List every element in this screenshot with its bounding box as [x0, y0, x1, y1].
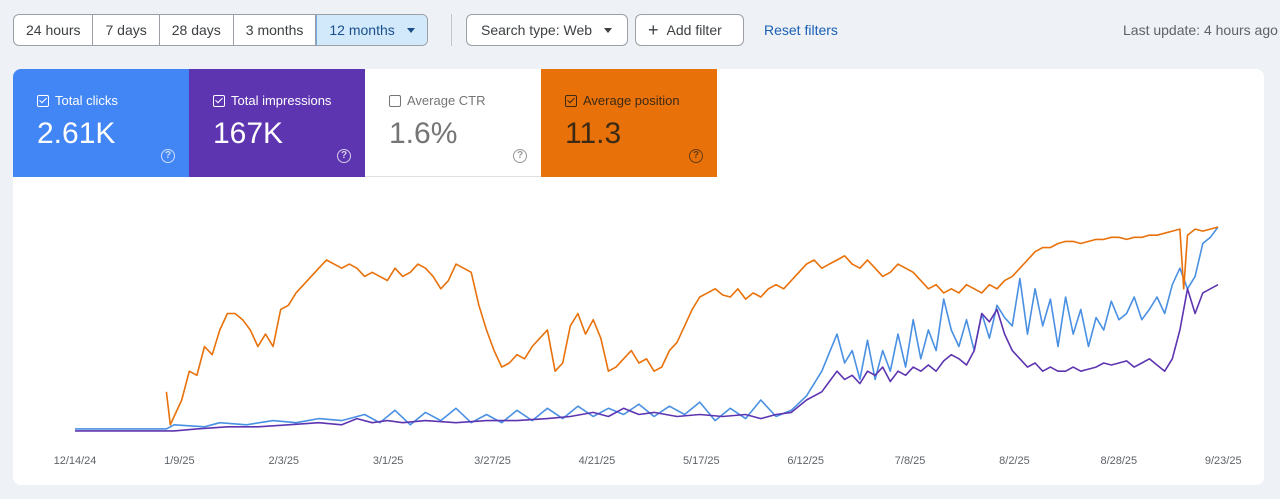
x-tick-label: 8/2/25 [999, 455, 1030, 467]
search-type-label: Search type: Web [481, 22, 593, 38]
toolbar-divider [451, 14, 452, 46]
range-12-months-button[interactable]: 12 months [316, 15, 427, 45]
total-impressions-label: Total impressions [231, 93, 332, 108]
card-label-row: Total clicks [37, 93, 118, 108]
total-clicks-value: 2.61K [37, 117, 116, 150]
help-icon[interactable]: ? [337, 149, 351, 163]
average-ctr-label: Average CTR [407, 93, 486, 108]
help-icon[interactable]: ? [689, 149, 703, 163]
chevron-down-icon [406, 27, 415, 33]
performance-panel: Total clicks 2.61K ? Total impressions 1… [13, 69, 1264, 485]
performance-chart: 12/14/24 1/9/25 2/3/25 3/1/25 3/27/25 4/21/25… [54, 226, 1242, 467]
plus-icon: + [648, 20, 659, 40]
range-7-days-button[interactable]: 7 days [93, 15, 160, 45]
checkbox-checked-icon[interactable] [565, 94, 577, 107]
help-icon[interactable]: ? [513, 149, 527, 163]
range-label: 24 hours [26, 22, 81, 38]
help-icon[interactable]: ? [161, 149, 175, 163]
last-update-text: Last update: 4 hours ago [1123, 22, 1278, 38]
x-tick-label: 1/9/25 [164, 455, 195, 467]
x-tick-label: 12/14/24 [54, 455, 97, 467]
total-impressions-card[interactable]: Total impressions 167K ? [189, 69, 365, 177]
series-line-average-position [165, 226, 1219, 426]
series-line-total-clicks [75, 226, 1219, 430]
range-24-hours-button[interactable]: 24 hours [14, 15, 94, 45]
range-label: 28 days [171, 22, 221, 38]
x-tick-label: 7/8/25 [895, 455, 926, 467]
range-label: 7 days [105, 22, 147, 38]
x-tick-label: 6/12/25 [787, 455, 824, 467]
x-tick-label: 8/28/25 [1100, 455, 1137, 467]
total-impressions-value: 167K [213, 117, 284, 150]
series-line-total-impressions [75, 283, 1219, 432]
checkbox-checked-icon[interactable] [37, 94, 49, 107]
checkbox-checked-icon[interactable] [213, 94, 225, 107]
x-tick-label: 5/17/25 [683, 455, 720, 467]
total-clicks-label: Total clicks [55, 93, 118, 108]
chevron-down-icon [604, 27, 613, 33]
average-ctr-card[interactable]: Average CTR 1.6% ? [365, 69, 541, 177]
range-label: 3 months [245, 22, 304, 38]
date-range-selector: 24 hours 7 days 28 days 3 months 12 mont… [13, 14, 428, 46]
total-clicks-card[interactable]: Total clicks 2.61K ? [13, 69, 189, 177]
average-position-label: Average position [583, 93, 680, 108]
average-ctr-value: 1.6% [389, 117, 458, 150]
x-tick-label: 2/3/25 [268, 455, 299, 467]
add-filter-button[interactable]: + Add filter [635, 14, 744, 46]
range-3-months-button[interactable]: 3 months [234, 15, 317, 45]
x-tick-label: 3/1/25 [373, 455, 404, 467]
card-label-row: Average CTR [389, 93, 486, 108]
range-28-days-button[interactable]: 28 days [160, 15, 234, 45]
range-label: 12 months [329, 22, 395, 38]
search-type-dropdown[interactable]: Search type: Web [466, 14, 628, 46]
reset-filters-link[interactable]: Reset filters [764, 22, 838, 38]
card-label-row: Total impressions [213, 93, 331, 108]
x-tick-label: 9/23/25 [1205, 455, 1242, 467]
x-tick-label: 3/27/25 [474, 455, 511, 467]
toolbar: 24 hours 7 days 28 days 3 months 12 mont… [0, 0, 1280, 60]
add-filter-label: Add filter [666, 22, 722, 38]
card-label-row: Average position [565, 93, 680, 108]
average-position-card[interactable]: Average position 11.3 ? [541, 69, 717, 177]
average-position-value: 11.3 [565, 117, 622, 150]
x-tick-label: 4/21/25 [579, 455, 616, 467]
checkbox-unchecked-icon[interactable] [389, 94, 401, 107]
